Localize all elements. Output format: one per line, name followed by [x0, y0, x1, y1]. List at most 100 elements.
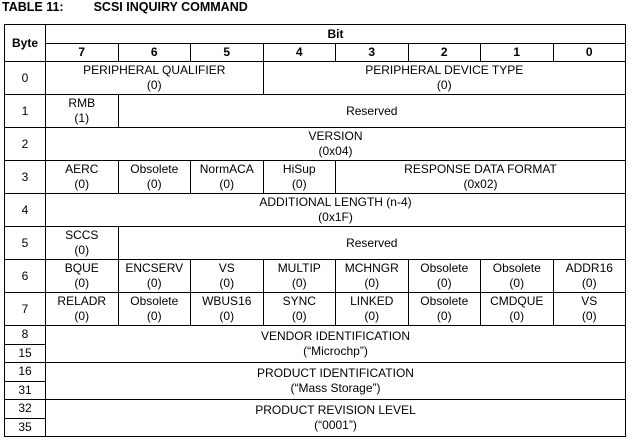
field-cell: SCCS (0) — [45, 226, 119, 260]
byte-header: Byte — [4, 24, 46, 62]
byte-number: 5 — [21, 235, 29, 250]
field-cell: VERSION (0x04) — [45, 127, 626, 161]
field-cell: MCHNGR (0) — [335, 259, 409, 293]
bit-number: 6 — [117, 43, 191, 62]
field-name: RESPONSE DATA FORMAT — [404, 162, 557, 176]
field-name: RMB — [68, 96, 96, 110]
field-name: BQUE — [64, 261, 99, 275]
field-cell: ENCSERV (0) — [117, 259, 191, 293]
byte-cell: 32 35 — [4, 399, 46, 437]
byte-cell: 0 — [4, 61, 46, 95]
field-value: (0) — [74, 177, 90, 191]
field-cell: VS (0) — [190, 259, 264, 293]
field-name: Obsolete — [130, 294, 179, 308]
field-cell: LINKED (0) — [335, 292, 409, 326]
byte-number: 6 — [21, 268, 29, 283]
table-row: 7 RELADR (0) Obsolete (0) WBUS16 (0) SYNC (0) LIN… — [4, 292, 626, 326]
field-value: (“0001”) — [314, 418, 357, 432]
field-name: Obsolete — [420, 294, 469, 308]
table-row: 5 SCCS (0) Reserved — [4, 226, 626, 260]
field-cell: Obsolete (0) — [407, 292, 481, 326]
bit-number: 3 — [335, 43, 409, 62]
field-name: Reserved — [346, 103, 398, 118]
field-cell: HiSup (0) — [262, 160, 336, 194]
field-name: Reserved — [346, 235, 398, 250]
field-value: (0) — [219, 276, 235, 290]
field-cell: Obsolete (0) — [480, 259, 554, 293]
byte-cell: 8 15 — [4, 325, 46, 363]
field-value: (0) — [364, 309, 380, 323]
bit-number: 0 — [552, 43, 626, 62]
field-cell: VS (0) — [552, 292, 626, 326]
byte-number: 3 — [21, 169, 29, 184]
table-row: 16 31 PRODUCT IDENTIFICATION (“Mass Storage… — [4, 362, 626, 400]
table-row: 32 35 PRODUCT REVISION LEVEL (“0001”) — [4, 399, 626, 437]
field-cell: CMDQUE (0) — [480, 292, 554, 326]
field-cell: AERC (0) — [45, 160, 119, 194]
table-caption: TABLE 11: SCSI INQUIRY COMMAND — [2, 0, 248, 14]
field-cell: Reserved — [117, 226, 626, 260]
byte-cell: 3 — [4, 160, 46, 194]
field-name: VS — [581, 294, 598, 308]
byte-cell: 2 — [4, 127, 46, 161]
field-cell: WBUS16 (0) — [190, 292, 264, 326]
field-name: ADDITIONAL LENGTH (n-4) — [259, 195, 412, 209]
byte-cell: 16 31 — [4, 362, 46, 400]
field-value: (0) — [436, 309, 452, 323]
field-name: VS — [218, 261, 235, 275]
byte-number: 31 — [5, 380, 45, 400]
field-name: PERIPHERAL QUALIFIER — [83, 63, 226, 77]
field-value: (0) — [74, 276, 90, 290]
field-value: (“Mass Storage”) — [290, 381, 381, 395]
field-cell: MULTIP (0) — [262, 259, 336, 293]
byte-cell: 1 — [4, 94, 46, 128]
field-cell: BQUE (0) — [45, 259, 119, 293]
bit-header: Bit — [45, 24, 626, 44]
field-value: (0) — [74, 309, 90, 323]
field-value: (0) — [74, 243, 90, 257]
field-value: (0) — [509, 276, 525, 290]
field-cell: RESPONSE DATA FORMAT (0x02) — [335, 160, 626, 194]
field-name: SYNC — [282, 294, 316, 308]
field-name: Obsolete — [130, 162, 179, 176]
field-name: Obsolete — [492, 261, 541, 275]
field-cell: VENDOR IDENTIFICATION (“Microchp”) — [45, 325, 626, 363]
byte-number: 1 — [21, 103, 29, 118]
table-row: 1 RMB (1) Reserved — [4, 94, 626, 128]
field-name: WBUS16 — [202, 294, 252, 308]
byte-range: 32 35 — [5, 400, 45, 436]
field-name: VERSION — [308, 129, 363, 143]
field-value: (0) — [219, 177, 235, 191]
byte-number: 32 — [18, 401, 32, 416]
table-row: 2 VERSION (0x04) — [4, 127, 626, 161]
field-value: (0) — [146, 276, 162, 290]
field-name: Obsolete — [420, 261, 469, 275]
byte-number: 2 — [21, 136, 29, 151]
byte-number: 4 — [21, 202, 29, 217]
byte-range: 16 31 — [5, 363, 45, 399]
bit-number: 1 — [480, 43, 554, 62]
field-name: MULTIP — [277, 261, 321, 275]
field-cell: Obsolete (0) — [407, 259, 481, 293]
field-value: (0) — [509, 309, 525, 323]
bit-number: 4 — [262, 43, 336, 62]
field-name: PERIPHERAL DEVICE TYPE — [365, 63, 524, 77]
field-name: PRODUCT REVISION LEVEL — [255, 403, 416, 417]
table-row: 8 15 VENDOR IDENTIFICATION (“Microchp”) — [4, 325, 626, 363]
field-cell: RMB (1) — [45, 94, 119, 128]
field-value: (0) — [364, 276, 380, 290]
byte-cell: 6 — [4, 259, 46, 293]
field-name: CMDQUE — [490, 294, 544, 308]
byte-cell: 5 — [4, 226, 46, 260]
field-value: (0) — [291, 177, 307, 191]
field-cell: PRODUCT REVISION LEVEL (“0001”) — [45, 399, 626, 437]
field-value: (0) — [291, 276, 307, 290]
field-cell: RELADR (0) — [45, 292, 119, 326]
field-value: (0) — [219, 309, 235, 323]
bit-number: 2 — [407, 43, 481, 62]
field-value: (0) — [436, 276, 452, 290]
header-row: Byte Bit — [4, 24, 626, 62]
